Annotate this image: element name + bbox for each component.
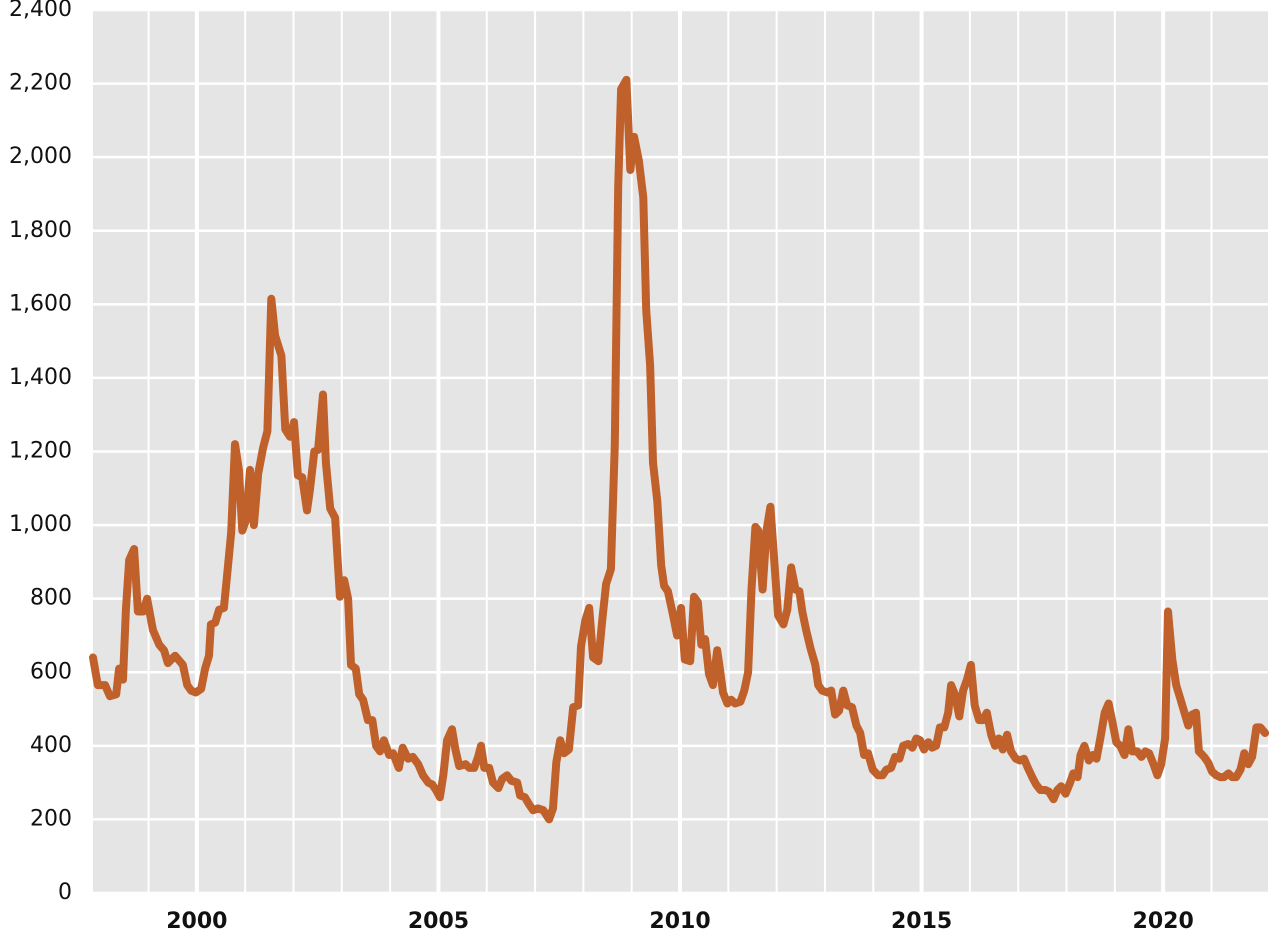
- y-tick-label: 0: [58, 880, 72, 905]
- y-tick-label: 400: [30, 733, 72, 758]
- y-tick-label: 1,400: [9, 365, 72, 390]
- x-tick-label: 2015: [891, 909, 952, 934]
- y-tick-label: 800: [30, 586, 72, 611]
- y-tick-label: 200: [30, 806, 72, 831]
- y-tick-label: 600: [30, 659, 72, 684]
- y-tick-label: 1,800: [9, 218, 72, 243]
- x-tick-label: 2000: [166, 909, 227, 934]
- y-tick-label: 1,600: [9, 291, 72, 316]
- y-tick-label: 2,000: [9, 144, 72, 169]
- data-line: [89, 75, 1270, 824]
- y-tick-label: 1,200: [9, 439, 72, 464]
- y-tick-label: 1,000: [9, 512, 72, 537]
- y-tick-label: 2,400: [9, 0, 72, 22]
- x-tick-label: 2005: [408, 909, 469, 934]
- x-tick-label: 2020: [1133, 909, 1194, 934]
- x-tick-label: 2010: [649, 909, 710, 934]
- y-tick-label: 2,200: [9, 71, 72, 96]
